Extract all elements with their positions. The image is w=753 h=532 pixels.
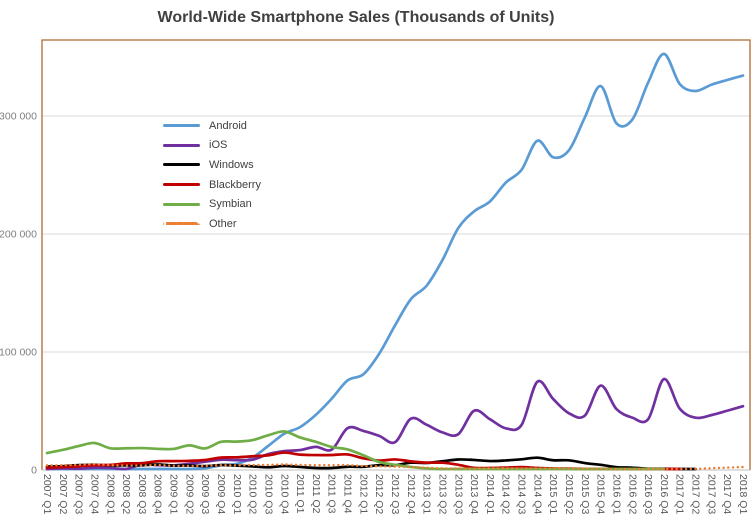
legend-label-android: Android	[209, 119, 247, 132]
x-axis-label: 2015 Q1	[547, 474, 559, 514]
x-axis-label: 2011 Q1	[294, 474, 306, 514]
legend-item-symbian: Symbian	[163, 194, 261, 214]
legend-swatch-android-icon	[163, 124, 200, 128]
x-axis-label: 2010 Q4	[278, 474, 290, 514]
x-axis-label: 2009 Q3	[199, 474, 211, 514]
legend-swatch-symbian-icon	[163, 202, 200, 206]
plot-border	[41, 39, 751, 470]
series-line-other	[45, 463, 745, 471]
x-axis-label: 2010 Q2	[247, 474, 259, 514]
x-axis-label: 2017 Q4	[721, 474, 733, 514]
series-line-symbian	[45, 430, 666, 471]
x-axis-label: 2008 Q4	[152, 474, 164, 514]
x-axis-label: 2008 Q3	[136, 474, 148, 514]
x-axis-label: 2014 Q2	[500, 474, 512, 514]
y-axis-tick-label: 0	[31, 465, 37, 477]
x-axis-label: 2014 Q4	[531, 474, 543, 514]
legend-item-ios: iOS	[163, 136, 261, 156]
series-line-ios	[45, 377, 745, 471]
x-axis-label: 2008 Q1	[104, 474, 116, 514]
x-axis-label: 2015 Q2	[563, 474, 575, 514]
legend-label-other: Other	[209, 217, 237, 230]
legend-swatch-ios-icon	[163, 143, 200, 147]
x-axis-label: 2018 Q1	[737, 474, 749, 514]
x-axis-label: 2017 Q3	[705, 474, 717, 514]
x-axis-label: 2017 Q2	[690, 474, 702, 514]
legend-swatch-windows-icon	[163, 163, 200, 167]
x-axis-label: 2016 Q3	[642, 474, 654, 514]
x-axis-label: 2007 Q1	[41, 474, 53, 514]
x-axis-label: 2014 Q3	[516, 474, 528, 514]
x-axis-label: 2013 Q4	[468, 474, 480, 514]
legend-item-other: Other	[163, 214, 261, 234]
x-axis-label: 2016 Q1	[611, 474, 623, 514]
legend-item-windows: Windows	[163, 155, 261, 175]
x-axis-label: 2011 Q3	[326, 474, 338, 514]
x-axis-label: 2016 Q2	[626, 474, 638, 514]
x-axis-label: 2014 Q1	[484, 474, 496, 514]
x-axis-label: 2010 Q1	[231, 474, 243, 514]
series-line-android	[45, 52, 745, 471]
x-axis-label: 2012 Q3	[389, 474, 401, 514]
x-axis-label: 2013 Q1	[421, 474, 433, 514]
x-axis-label: 2015 Q3	[579, 474, 591, 514]
x-axis-label: 2009 Q1	[168, 474, 180, 514]
legend-swatch-other-icon	[163, 222, 200, 226]
y-axis-tick-label: 300 000	[0, 111, 37, 123]
x-axis-label: 2010 Q3	[263, 474, 275, 514]
x-axis-label: 2011 Q4	[342, 474, 354, 514]
x-axis-label: 2007 Q2	[57, 474, 69, 514]
legend-item-blackberry: Blackberry	[163, 175, 261, 195]
legend-label-blackberry: Blackberry	[209, 178, 261, 191]
legend-swatch-blackberry-icon	[163, 183, 200, 187]
legend: Android iOS Windows Blackberry Symbian Other	[163, 116, 261, 234]
x-axis-label: 2017 Q1	[674, 474, 686, 514]
legend-label-windows: Windows	[209, 158, 254, 171]
y-axis-tick-label: 100 000	[0, 347, 37, 359]
x-axis-label: 2013 Q2	[437, 474, 449, 514]
legend-label-ios: iOS	[209, 139, 228, 152]
chart-title: World-Wide Smartphone Sales (Thousands o…	[157, 9, 555, 26]
x-axis-label: 2016 Q4	[658, 474, 670, 514]
x-axis-label: 2009 Q4	[215, 474, 227, 514]
x-axis-label: 2011 Q2	[310, 474, 322, 514]
x-axis-label: 2008 Q2	[120, 474, 132, 514]
x-axis-label: 2007 Q3	[73, 474, 85, 514]
legend-label-symbian: Symbian	[209, 198, 252, 211]
legend-item-android: Android	[163, 116, 261, 136]
x-axis-label: 2012 Q1	[357, 474, 369, 514]
x-axis-label: 2015 Q4	[595, 474, 607, 514]
x-axis-label: 2007 Q4	[89, 474, 101, 514]
x-axis-label: 2009 Q2	[183, 474, 195, 514]
x-axis-label: 2012 Q2	[373, 474, 385, 514]
x-axis-label: 2013 Q3	[452, 474, 464, 514]
x-axis-label: 2012 Q4	[405, 474, 417, 514]
y-axis-tick-label: 200 000	[0, 229, 37, 241]
